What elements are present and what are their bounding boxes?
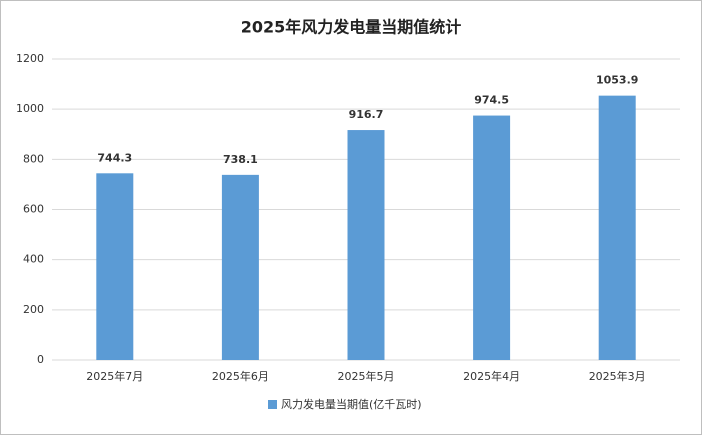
bar xyxy=(473,115,511,360)
y-tick-label: 200 xyxy=(23,303,44,316)
y-tick-label: 0 xyxy=(37,353,44,366)
y-tick-label: 800 xyxy=(23,152,44,165)
value-label: 744.3 xyxy=(97,151,132,164)
x-tick-label: 2025年5月 xyxy=(338,369,395,383)
legend-label: 风力发电量当期值(亿千瓦时) xyxy=(281,397,422,411)
bar xyxy=(347,130,385,360)
value-label: 974.5 xyxy=(474,94,509,107)
x-tick-label: 2025年3月 xyxy=(589,369,646,383)
x-tick-label: 2025年7月 xyxy=(86,369,143,383)
y-tick-label: 1200 xyxy=(16,52,44,65)
legend-swatch xyxy=(268,400,277,409)
value-label: 738.1 xyxy=(223,153,258,166)
value-label: 1053.9 xyxy=(596,74,638,87)
value-label: 916.7 xyxy=(349,108,384,121)
bar xyxy=(221,174,259,360)
bar xyxy=(598,95,636,360)
y-tick-label: 400 xyxy=(23,253,44,266)
x-tick-label: 2025年4月 xyxy=(463,369,520,383)
bar xyxy=(96,173,134,360)
x-tick-label: 2025年6月 xyxy=(212,369,269,383)
y-tick-label: 600 xyxy=(23,203,44,216)
y-tick-label: 1000 xyxy=(16,102,44,115)
chart-title: 2025年风力发电量当期值统计 xyxy=(241,18,462,37)
